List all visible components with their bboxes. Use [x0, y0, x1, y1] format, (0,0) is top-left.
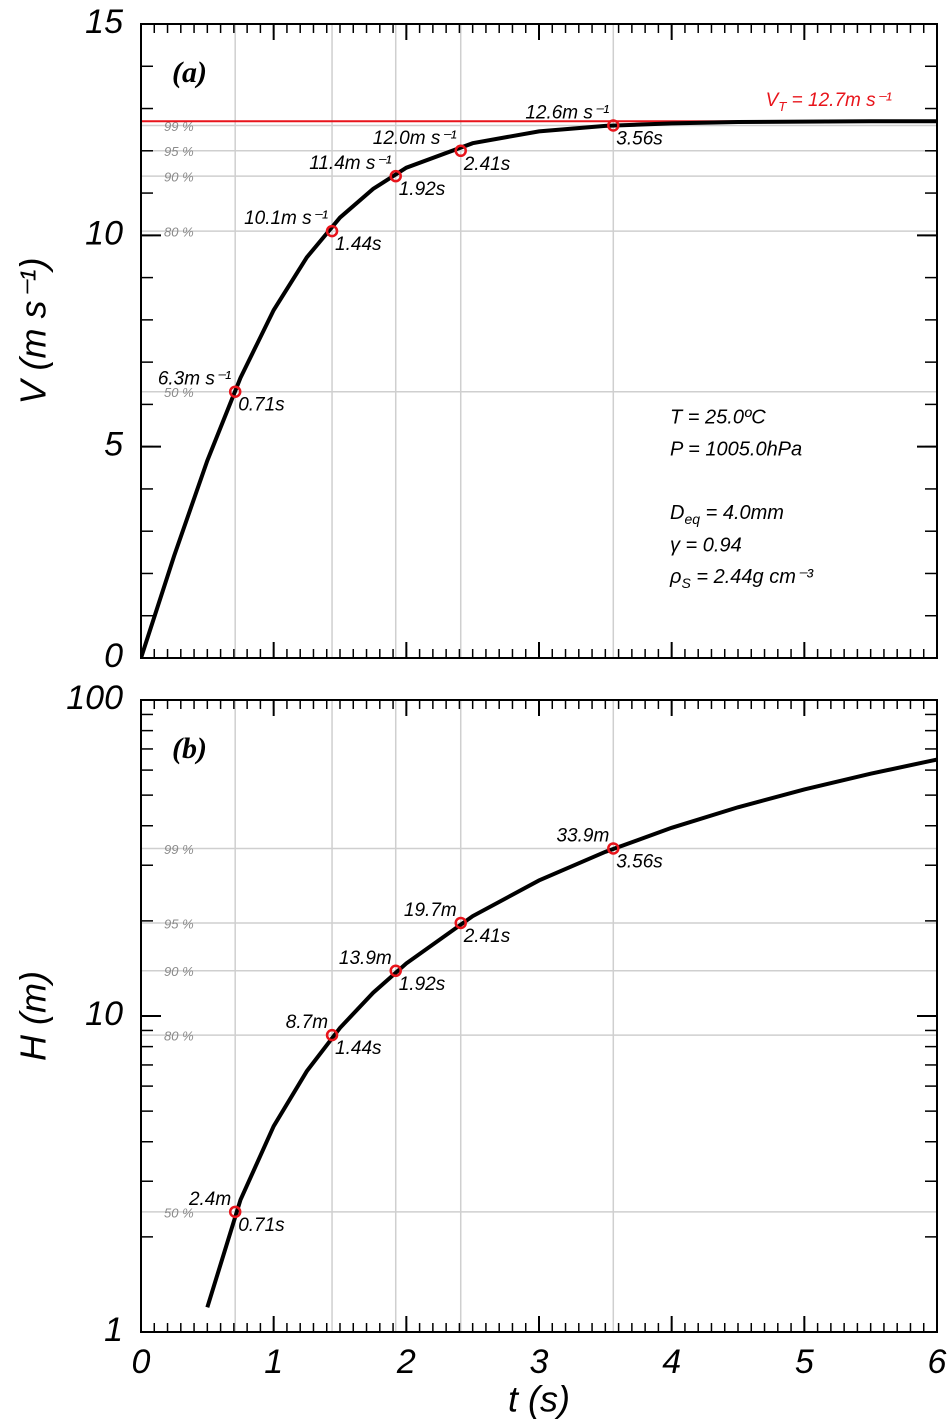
annotation-main: ρ: [669, 566, 681, 588]
curve: [141, 119, 937, 658]
y-tick-label: 10: [85, 995, 123, 1033]
marker: [228, 1205, 242, 1219]
annotation-rest: = 2.44g cm⁻³: [691, 566, 815, 588]
y-tick-label: 1: [104, 1311, 123, 1349]
annotation: γ = 0.94: [670, 534, 742, 556]
annotation-rest: = 4.0mm: [700, 502, 784, 524]
percent-label: 99 %: [164, 119, 194, 134]
value-label: 2.4m: [188, 1189, 231, 1210]
annotation: T = 25.0ºC: [670, 406, 766, 428]
percent-label: 50 %: [164, 1205, 194, 1220]
time-label: 1.92s: [399, 974, 446, 995]
value-label: 6.3m s⁻¹: [158, 369, 231, 390]
marker: [389, 964, 402, 978]
percent-label: 90 %: [164, 964, 194, 979]
time-label: 3.56s: [616, 851, 663, 872]
percent-label: 80 %: [164, 225, 194, 240]
time-label: 1.44s: [335, 1038, 382, 1059]
value-label: 11.4m s⁻¹: [309, 153, 392, 174]
x-tick-label: 0: [132, 1343, 151, 1381]
marker: [454, 144, 467, 158]
value-label: 12.6m s⁻¹: [525, 102, 609, 123]
percent-label: 99 %: [164, 842, 194, 857]
annotation: ρS = 2.44g cm⁻³: [669, 566, 814, 590]
time-label: 1.44s: [335, 234, 382, 255]
x-tick-label: 3: [530, 1343, 549, 1381]
time-label: 1.92s: [399, 179, 446, 200]
percent-label: 80 %: [164, 1029, 194, 1044]
percent-label: 95 %: [164, 916, 194, 931]
percent-label: 95 %: [164, 144, 194, 159]
annotation-sub: eq: [684, 511, 700, 527]
marker: [325, 1028, 339, 1042]
y-tick-label: 5: [104, 426, 123, 464]
annotation: Deq = 4.0mm: [670, 502, 784, 526]
annotation-sub: S: [681, 575, 691, 591]
reference-label: VT = 12.7m s⁻¹: [766, 90, 892, 114]
time-label: 2.41s: [463, 154, 511, 175]
y-tick-label: 15: [85, 3, 123, 41]
plot-frame: [140, 699, 938, 1333]
annotation: P = 1005.0hPa: [670, 438, 802, 460]
y-axis-label: V (m s⁻¹): [13, 258, 54, 405]
value-label: 12.0m s⁻¹: [373, 128, 457, 149]
y-axis-label: H (m): [13, 971, 54, 1061]
percent-label: 50 %: [164, 385, 194, 400]
x-tick-label: 2: [396, 1343, 416, 1381]
reference-label-rest: = 12.7m s⁻¹: [786, 90, 892, 111]
marker: [454, 916, 467, 930]
marker: [607, 842, 620, 855]
curve: [205, 757, 937, 1308]
value-label: 19.7m: [404, 900, 457, 921]
marker: [228, 385, 242, 398]
value-label: 13.9m: [339, 948, 392, 969]
percent-label: 90 %: [164, 170, 194, 185]
marker: [389, 169, 402, 183]
annotation-main: D: [670, 502, 684, 524]
value-label: 10.1m s⁻¹: [244, 208, 328, 229]
value-label: 8.7m: [286, 1012, 328, 1033]
panel-label: (a): [172, 56, 207, 89]
y-tick-label: 10: [85, 214, 123, 252]
reference-label-sub: T: [778, 99, 787, 114]
x-tick-label: 4: [662, 1343, 681, 1381]
marker: [607, 119, 620, 132]
time-label: 0.71s: [238, 395, 285, 416]
value-label: 33.9m: [556, 825, 609, 846]
x-tick-label: 6: [928, 1343, 947, 1381]
x-tick-label: 1: [264, 1343, 283, 1381]
y-tick-label: 0: [104, 637, 123, 675]
reference-label-main: V: [766, 90, 781, 111]
x-tick-label: 5: [795, 1343, 814, 1381]
time-label: 2.41s: [463, 926, 511, 947]
x-axis-label: t (s): [508, 1379, 570, 1420]
time-label: 3.56s: [616, 128, 663, 149]
time-label: 0.71s: [238, 1215, 285, 1236]
panel-label: (b): [172, 732, 207, 765]
marker: [325, 224, 339, 238]
y-tick-label: 100: [66, 679, 123, 717]
